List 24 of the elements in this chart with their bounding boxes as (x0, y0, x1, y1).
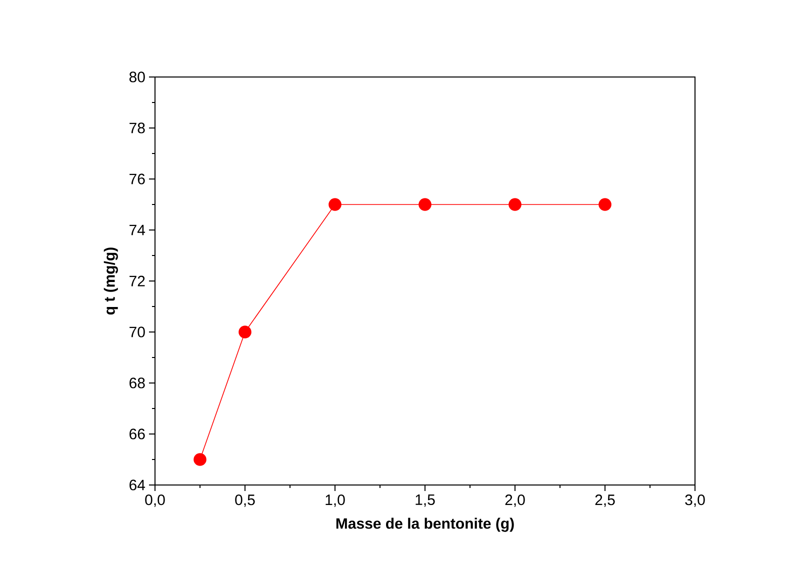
point (508, 198, 522, 211)
y-tick-label: 80 (129, 72, 145, 82)
y-tick-label: 76 (130, 174, 145, 184)
point (418, 198, 432, 211)
y-tick-label: 68 (130, 378, 145, 388)
x-tick-label: 2,5 (595, 494, 615, 507)
point (328, 198, 342, 211)
y-axis-title: q t (mg/g) (104, 248, 118, 315)
point (194, 453, 206, 466)
x-tick-label: 0,5 (235, 494, 255, 507)
x-tick-label: 0,0 (145, 494, 165, 507)
x-axis-title: Masse de la bentonite (g) (336, 518, 514, 532)
y-tick-label: 66 (130, 428, 145, 440)
point (598, 198, 612, 211)
x-tick-label: 1,0 (326, 494, 345, 507)
point (238, 326, 252, 338)
y-tick-label: 70 (130, 326, 145, 338)
y-tick-label: 72 (130, 276, 145, 286)
y-tick-label: 74 (130, 224, 146, 236)
y-tick-label: 64 (130, 480, 146, 490)
x-tick-label: 2,0 (505, 494, 525, 507)
x-tick-label: 1,5 (416, 494, 435, 507)
x-tick-label: 3,0 (685, 494, 705, 507)
y-tick-label: 78 (130, 122, 145, 134)
